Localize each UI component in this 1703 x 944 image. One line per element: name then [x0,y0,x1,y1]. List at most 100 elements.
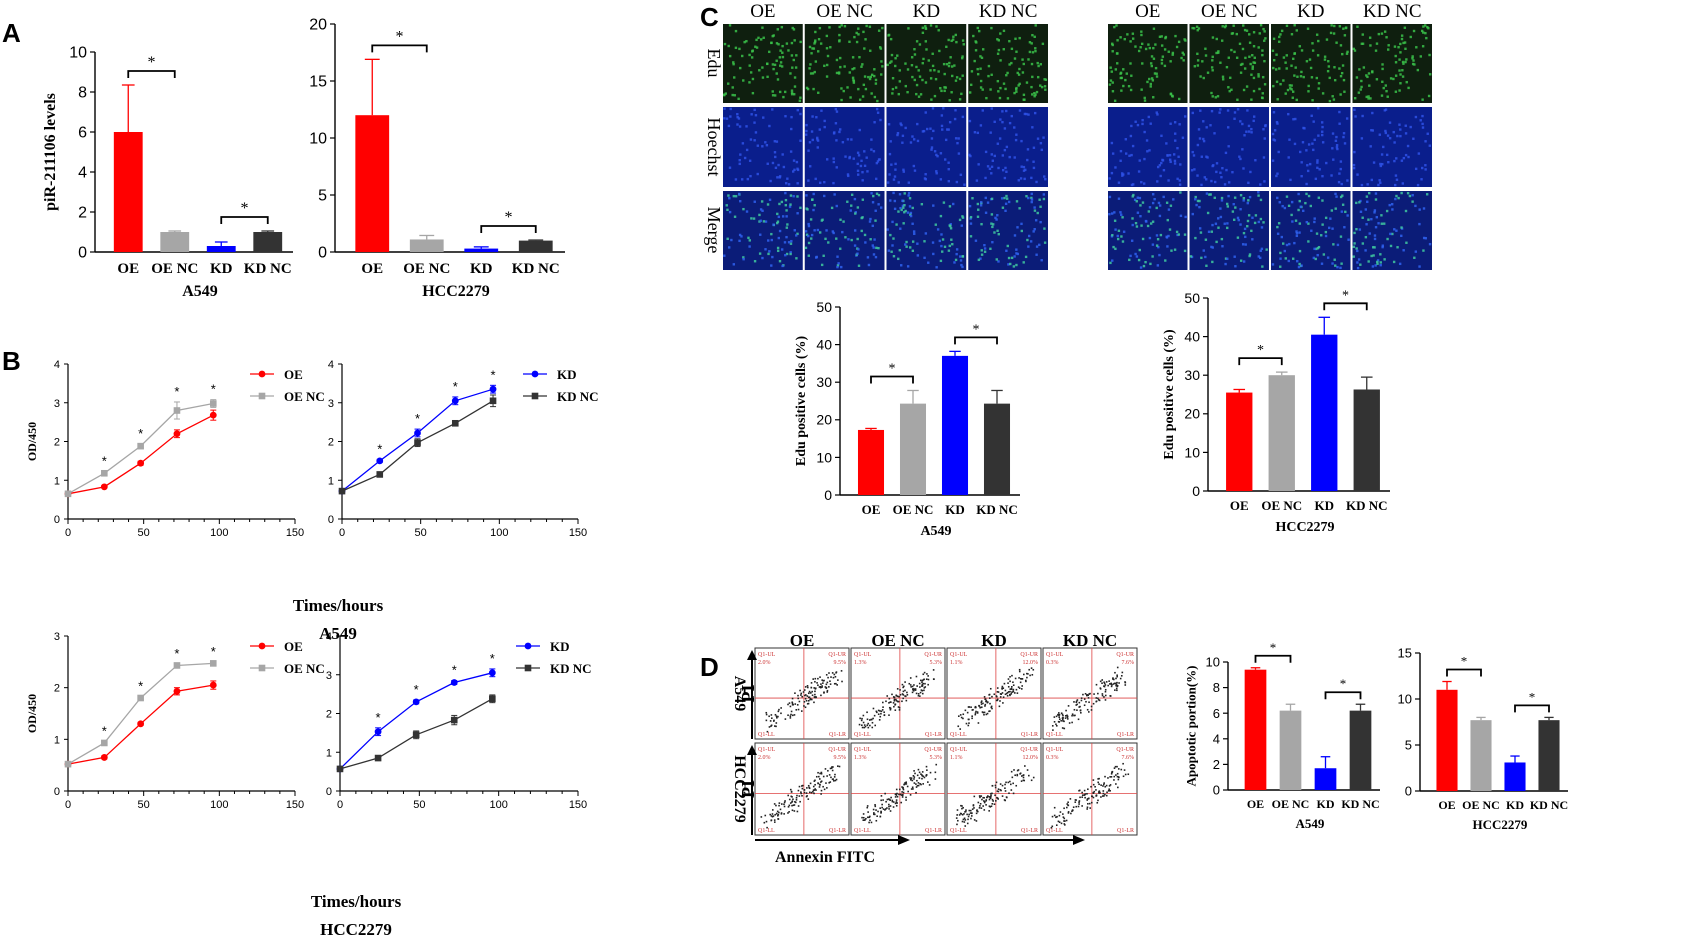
cell-dot [901,141,904,144]
cell-dot [875,161,879,165]
event-dot [1058,821,1061,823]
cell-dot [792,195,795,198]
cell-dot [1388,137,1392,140]
cell-dot [796,182,799,185]
cell-dot [1134,120,1137,123]
event-dot [803,701,806,703]
cell-dot [1204,47,1207,50]
cell-dot [1178,179,1181,182]
cell-dot [1364,235,1368,239]
cell-dot [1279,257,1282,260]
cell-dot [1248,33,1251,36]
cell-dot [1170,249,1173,252]
cell-dot [1254,159,1257,162]
cell-dot [932,204,935,207]
cell-dot [948,224,951,227]
cell-dot [947,167,950,171]
cell-dot [1392,260,1396,264]
event-dot [862,816,865,819]
cell-dot [1246,219,1250,223]
cell-dot [858,56,861,59]
cell-dot [1313,217,1316,220]
event-dot [865,817,867,820]
event-dot [888,798,891,801]
cell-dot [916,254,920,257]
cell-dot [1131,223,1134,227]
cell-dot [1150,55,1154,58]
event-dot [1027,673,1029,675]
cell-dot [723,93,726,96]
cell-dot [1332,243,1335,246]
cell-dot [990,73,993,77]
event-dot [908,682,911,685]
cell-dot [1145,220,1148,223]
cell-dot [1243,227,1247,231]
bar-kd-nc [1353,389,1380,491]
significance-bracket [1238,357,1283,366]
event-dot [1097,781,1100,784]
cell-dot [863,233,867,237]
cell-dot [1422,25,1425,28]
cell-dot [897,92,900,96]
significance-star: * [1529,689,1536,704]
event-dot [1081,791,1083,794]
cell-dot [776,246,780,250]
event-dot [1065,819,1068,822]
cell-dot [836,255,839,258]
event-dot [810,686,813,689]
y-tick-label: 1 [326,747,332,759]
cell-dot [1122,230,1126,233]
event-dot [1072,806,1075,809]
cell-dot [1398,123,1401,126]
cell-dot [821,218,824,221]
y-axis-label: OD/450 [25,694,39,733]
cell-dot [952,202,955,206]
event-dot [1079,709,1082,711]
cell-dot [1038,243,1041,247]
cell-dot [1001,110,1004,113]
cell-dot [1247,199,1250,202]
cell-dot [1418,222,1421,226]
event-dot [1080,699,1083,702]
event-dot [829,683,832,685]
event-dot [934,771,937,774]
cell-dot [1173,248,1177,251]
event-dot [778,708,780,711]
cell-dot [1371,265,1375,268]
cell-dot [985,96,988,100]
event-dot [1073,701,1075,703]
cell-dot [1278,40,1281,43]
event-dot [999,693,1002,695]
micro-image-merge [1352,191,1432,270]
event-dot [925,678,928,680]
cell-dot [1114,68,1118,71]
cell-dot [806,208,809,211]
cell-dot [1359,199,1362,203]
cell-dot [862,83,866,87]
cell-dot [877,203,880,206]
cell-dot [1169,204,1173,207]
data-point [414,429,421,437]
cell-dot [1311,142,1314,145]
cell-dot [961,55,964,58]
cell-dot [1044,88,1047,91]
cell-dot [1279,82,1282,86]
cell-dot [1160,161,1163,165]
cell-dot [1112,245,1115,249]
micro-column-label: KD [913,1,940,22]
cell-dot [1030,62,1034,66]
event-dot [913,782,916,784]
cell-dot [976,72,980,76]
cell-dot [1346,179,1349,182]
cell-dot [1189,255,1193,258]
cell-dot [1191,212,1194,216]
cell-dot [875,107,879,111]
event-dot [1116,674,1118,677]
event-dot [822,785,824,788]
event-dot [980,703,983,705]
cell-dot [1161,158,1164,162]
y-tick-label: 5 [318,188,327,205]
event-dot [1064,820,1066,822]
cell-dot [834,107,838,111]
